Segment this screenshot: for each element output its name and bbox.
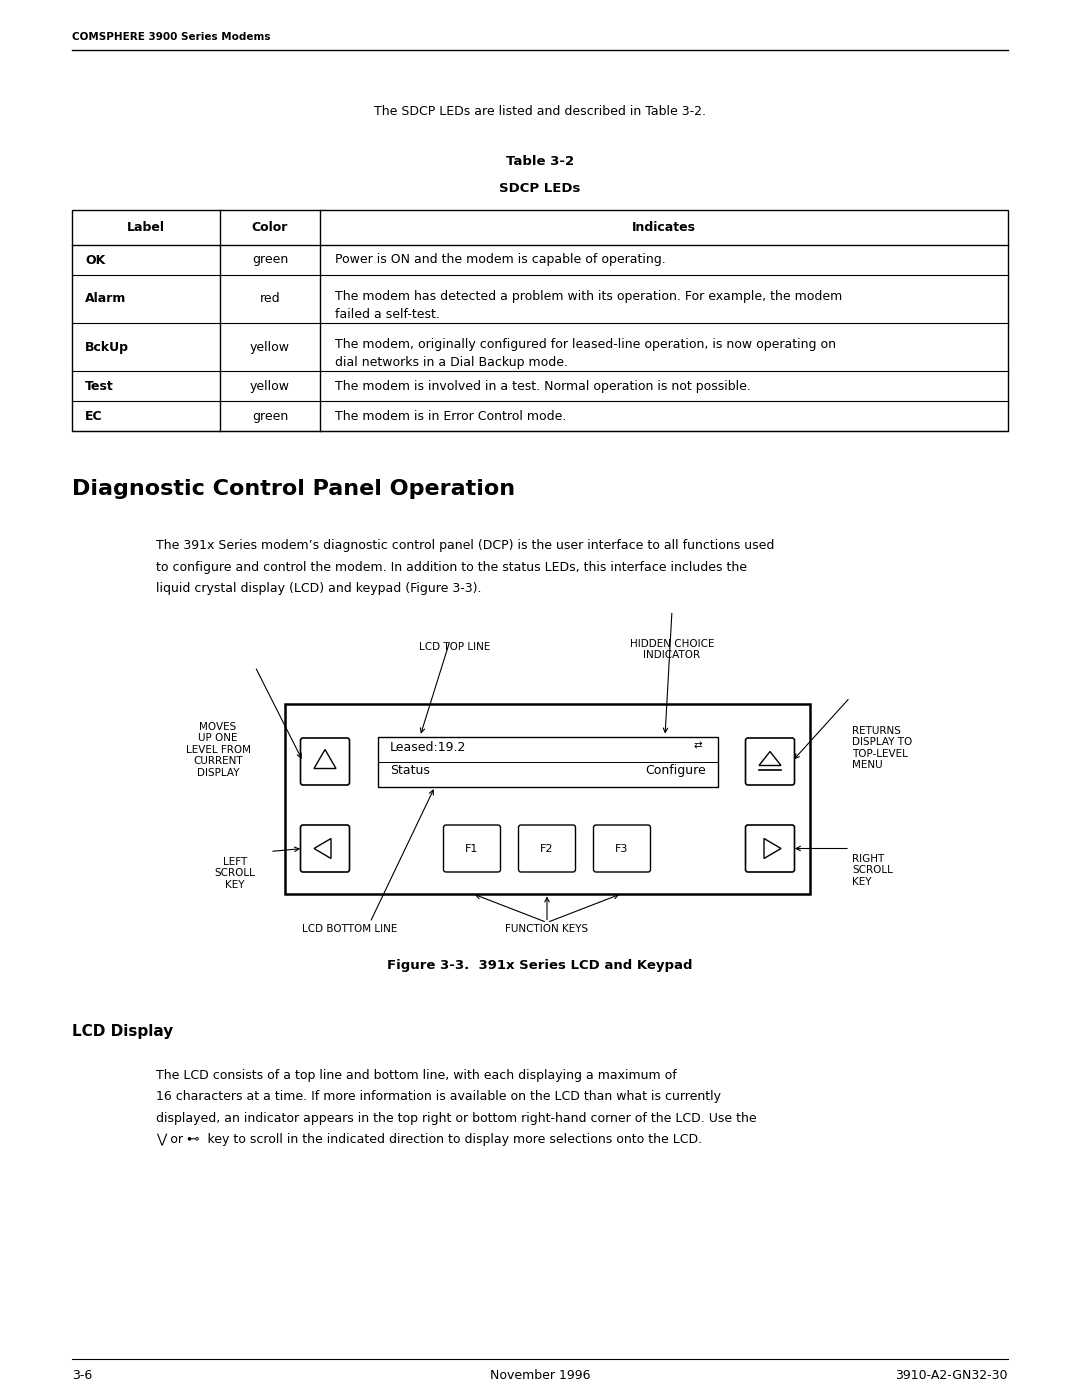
Text: liquid crystal display (LCD) and keypad (Figure 3-3).: liquid crystal display (LCD) and keypad …	[156, 583, 482, 595]
Text: ⇄: ⇄	[693, 740, 702, 750]
Text: Configure: Configure	[645, 764, 706, 777]
Text: RETURNS
DISPLAY TO
TOP-LEVEL
MENU: RETURNS DISPLAY TO TOP-LEVEL MENU	[852, 725, 913, 770]
Text: 3-6: 3-6	[72, 1369, 92, 1382]
Text: The modem has detected a problem with its operation. For example, the modem: The modem has detected a problem with it…	[335, 289, 842, 303]
Text: FUNCTION KEYS: FUNCTION KEYS	[505, 923, 589, 933]
Text: yellow: yellow	[249, 341, 291, 353]
Text: F2: F2	[540, 844, 554, 854]
Bar	[285, 704, 810, 894]
Text: Color: Color	[252, 221, 288, 235]
FancyBboxPatch shape	[444, 826, 500, 872]
Text: 16 characters at a time. If more information is available on the LCD than what i: 16 characters at a time. If more informa…	[156, 1090, 721, 1104]
FancyBboxPatch shape	[518, 826, 576, 872]
Text: failed a self-test.: failed a self-test.	[335, 309, 440, 321]
Text: The modem is in Error Control mode.: The modem is in Error Control mode.	[335, 409, 566, 422]
FancyBboxPatch shape	[300, 738, 350, 785]
Text: November 1996: November 1996	[489, 1369, 591, 1382]
Bar	[378, 736, 718, 787]
Text: Power is ON and the modem is capable of operating.: Power is ON and the modem is capable of …	[335, 253, 665, 267]
Text: HIDDEN CHOICE
INDICATOR: HIDDEN CHOICE INDICATOR	[630, 638, 714, 661]
Polygon shape	[759, 752, 781, 766]
Text: Figure 3-3.  391x Series LCD and Keypad: Figure 3-3. 391x Series LCD and Keypad	[388, 958, 692, 971]
Text: ⋁ or ⊷  key to scroll in the indicated direction to display more selections onto: ⋁ or ⊷ key to scroll in the indicated di…	[156, 1133, 702, 1146]
Text: COMSPHERE 3900 Series Modems: COMSPHERE 3900 Series Modems	[72, 32, 270, 42]
Text: MOVES
UP ONE
LEVEL FROM
CURRENT
DISPLAY: MOVES UP ONE LEVEL FROM CURRENT DISPLAY	[186, 721, 251, 778]
Text: Diagnostic Control Panel Operation: Diagnostic Control Panel Operation	[72, 479, 515, 499]
Text: green: green	[252, 253, 288, 267]
FancyBboxPatch shape	[594, 826, 650, 872]
FancyBboxPatch shape	[300, 826, 350, 872]
Text: The LCD consists of a top line and bottom line, with each displaying a maximum o: The LCD consists of a top line and botto…	[156, 1069, 677, 1081]
FancyBboxPatch shape	[745, 738, 795, 785]
Text: OK: OK	[85, 253, 105, 267]
Text: LCD TOP LINE: LCD TOP LINE	[419, 641, 490, 651]
Polygon shape	[764, 838, 781, 859]
Text: to configure and control the modem. In addition to the status LEDs, this interfa: to configure and control the modem. In a…	[156, 560, 747, 574]
Text: Test: Test	[85, 380, 113, 393]
Text: LCD BOTTOM LINE: LCD BOTTOM LINE	[302, 923, 397, 933]
Text: The modem, originally configured for leased-line operation, is now operating on: The modem, originally configured for lea…	[335, 338, 836, 351]
Text: yellow: yellow	[249, 380, 291, 393]
Text: Leased:19.2: Leased:19.2	[390, 740, 467, 753]
Text: The modem is involved in a test. Normal operation is not possible.: The modem is involved in a test. Normal …	[335, 380, 751, 393]
Polygon shape	[314, 838, 330, 859]
Text: F1: F1	[465, 844, 478, 854]
Polygon shape	[314, 750, 336, 768]
FancyBboxPatch shape	[745, 826, 795, 872]
Text: The SDCP LEDs are listed and described in Table 3-2.: The SDCP LEDs are listed and described i…	[374, 105, 706, 117]
Text: LEFT
SCROLL
KEY: LEFT SCROLL KEY	[215, 856, 256, 890]
Text: dial networks in a Dial Backup mode.: dial networks in a Dial Backup mode.	[335, 356, 568, 369]
Text: Alarm: Alarm	[85, 292, 126, 306]
Text: 3910-A2-GN32-30: 3910-A2-GN32-30	[895, 1369, 1008, 1382]
Bar	[72, 210, 1008, 432]
Text: RIGHT
SCROLL
KEY: RIGHT SCROLL KEY	[852, 854, 893, 887]
Text: Label: Label	[127, 221, 165, 235]
Text: Status: Status	[390, 764, 430, 777]
Text: F3: F3	[616, 844, 629, 854]
Text: EC: EC	[85, 409, 103, 422]
Text: red: red	[259, 292, 281, 306]
Text: green: green	[252, 409, 288, 422]
Text: displayed, an indicator appears in the top right or bottom right-hand corner of : displayed, an indicator appears in the t…	[156, 1112, 757, 1125]
Text: LCD Display: LCD Display	[72, 1024, 173, 1038]
Text: Table 3-2: Table 3-2	[505, 155, 575, 168]
Text: The 391x Series modem’s diagnostic control panel (DCP) is the user interface to : The 391x Series modem’s diagnostic contr…	[156, 539, 774, 552]
Text: BckUp: BckUp	[85, 341, 129, 353]
Text: Indicates: Indicates	[632, 221, 696, 235]
Text: SDCP LEDs: SDCP LEDs	[499, 182, 581, 196]
